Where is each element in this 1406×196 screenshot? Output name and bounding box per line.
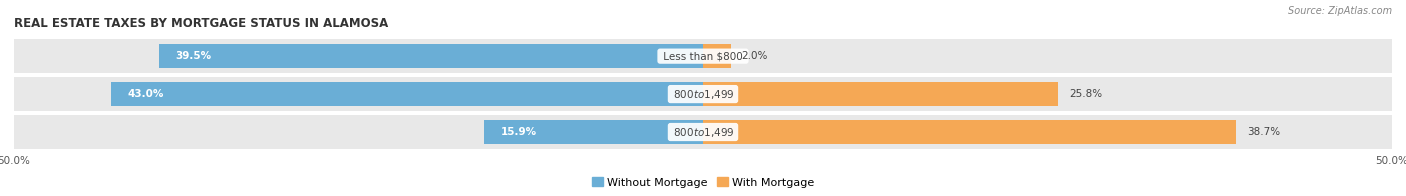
Bar (703, 44, 731, 68)
Text: 38.7%: 38.7% (1247, 127, 1281, 137)
Text: 39.5%: 39.5% (176, 51, 211, 61)
Bar (159, 44, 703, 68)
Bar (703, 120, 1236, 144)
Bar (14, 77, 1392, 111)
Text: 15.9%: 15.9% (501, 127, 537, 137)
Text: 25.8%: 25.8% (1070, 89, 1102, 99)
Text: 2.0%: 2.0% (741, 51, 768, 61)
Legend: Without Mortgage, With Mortgage: Without Mortgage, With Mortgage (588, 173, 818, 192)
Bar (484, 120, 703, 144)
Bar (111, 82, 703, 106)
Text: $800 to $1,499: $800 to $1,499 (671, 88, 735, 101)
Bar (14, 39, 1392, 73)
Bar (703, 82, 1059, 106)
Text: 43.0%: 43.0% (127, 89, 163, 99)
Text: $800 to $1,499: $800 to $1,499 (671, 125, 735, 139)
Text: Less than $800: Less than $800 (659, 51, 747, 61)
Text: Source: ZipAtlas.com: Source: ZipAtlas.com (1288, 6, 1392, 16)
Text: REAL ESTATE TAXES BY MORTGAGE STATUS IN ALAMOSA: REAL ESTATE TAXES BY MORTGAGE STATUS IN … (14, 17, 388, 30)
Bar (14, 115, 1392, 149)
